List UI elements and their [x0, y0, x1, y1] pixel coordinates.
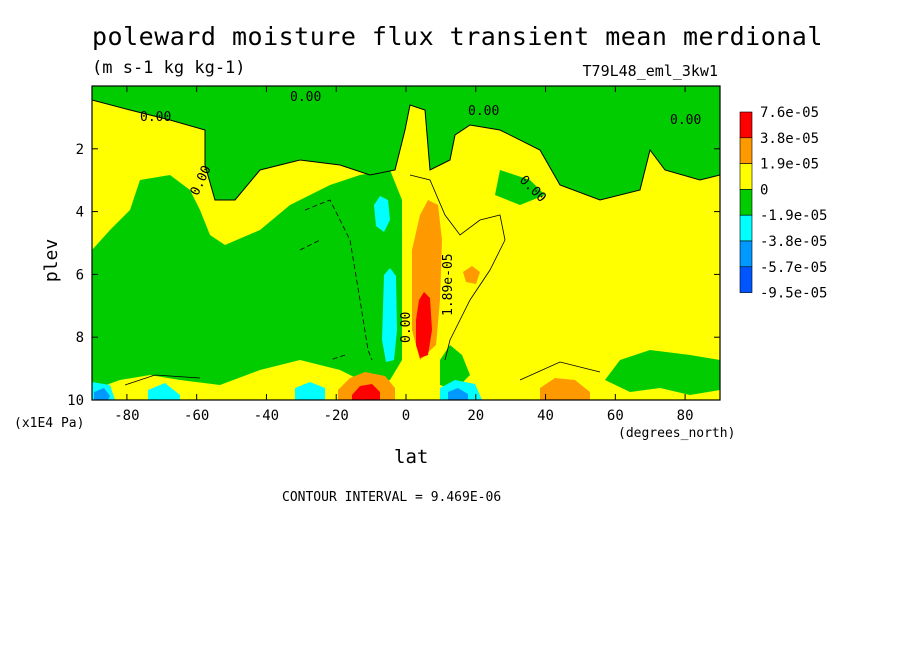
- y-tick-label: 2: [76, 142, 84, 158]
- red-region-sfc: [352, 384, 380, 400]
- x-axis-label: lat: [394, 446, 429, 468]
- contour-line-zero: [92, 99, 720, 201]
- green-region-top: [92, 86, 720, 200]
- y-tick-label: 6: [76, 267, 84, 283]
- legend-swatch: [739, 214, 753, 242]
- contour-line-positive: [124, 174, 601, 386]
- chart-units: (m s-1 kg kg-1): [92, 58, 246, 78]
- green-region-equator: [440, 345, 470, 390]
- x-tick-label: -80: [114, 408, 139, 424]
- legend-label: -5.7e-05: [760, 260, 827, 276]
- legend-swatch: [739, 240, 753, 268]
- contour-label: 1.89e-05: [441, 253, 456, 316]
- legend-swatch: [739, 111, 753, 139]
- legend-label: 7.6e-05: [760, 105, 819, 121]
- run-label: T79L48_eml_3kw1: [582, 62, 718, 80]
- legend-label: -3.8e-05: [760, 234, 827, 250]
- contour-label: 0.00: [468, 104, 499, 119]
- y-tick-label: 10: [67, 393, 84, 409]
- red-region-max: [416, 292, 432, 358]
- legend-label: -9.5e-05: [760, 286, 827, 302]
- x-tick-label: 60: [607, 408, 624, 424]
- y-axis-label: plev: [41, 238, 63, 283]
- orange-region-small: [463, 266, 480, 284]
- contour-field: [92, 86, 720, 400]
- legend-label: 3.8e-05: [760, 131, 819, 147]
- color-legend: 7.6e-05 3.8e-05 1.9e-05 0 -1.9e-05 -3.8e-05 -5…: [739, 105, 827, 302]
- green-region-north: [605, 350, 720, 395]
- contour-label: 0.00: [140, 110, 171, 125]
- x-tick-label: 80: [677, 408, 694, 424]
- legend-swatch: [739, 137, 753, 164]
- contour-label: 0.00: [670, 113, 701, 128]
- contour-interval: CONTOUR INTERVAL = 9.469E-06: [282, 490, 502, 505]
- y-axis-unit: (x1E4 Pa): [14, 416, 85, 431]
- x-tick-label: -40: [254, 408, 279, 424]
- legend-label: 1.9e-05: [760, 157, 819, 173]
- green-region-south: [92, 170, 402, 390]
- legend-swatch: [739, 266, 753, 293]
- green-region-midnorth: [495, 170, 545, 205]
- x-tick-label: 40: [537, 408, 554, 424]
- x-tick-label: 20: [467, 408, 484, 424]
- x-tick-label: -20: [324, 408, 349, 424]
- cyan-region-equator: [382, 268, 397, 362]
- legend-label: 0: [760, 182, 768, 198]
- chart-title: poleward moisture flux transient mean me…: [92, 22, 823, 51]
- x-tick-label: -60: [184, 408, 209, 424]
- legend-swatch: [739, 189, 753, 216]
- y-axis-label-wrapper: plev: [30, 239, 73, 282]
- contour-label: 0.00: [290, 90, 321, 105]
- cyan-region-upper: [374, 196, 390, 232]
- legend-label: -1.9e-05: [760, 208, 827, 224]
- y-tick-label: 8: [76, 330, 84, 346]
- contour-label: 0.00: [399, 312, 414, 343]
- y-tick-label: 4: [76, 205, 84, 221]
- contour-line-dashed: [299, 199, 373, 361]
- cyan-region-south-sfc: [92, 382, 325, 400]
- legend-swatch: [739, 163, 753, 190]
- orange-region-north-sfc: [540, 378, 590, 400]
- axes: -80 -60 -40 -20 0 20 40 60 80 2 4 6 8 10: [67, 86, 720, 424]
- x-tick-label: 0: [402, 408, 410, 424]
- x-axis-unit: (degrees_north): [618, 426, 736, 441]
